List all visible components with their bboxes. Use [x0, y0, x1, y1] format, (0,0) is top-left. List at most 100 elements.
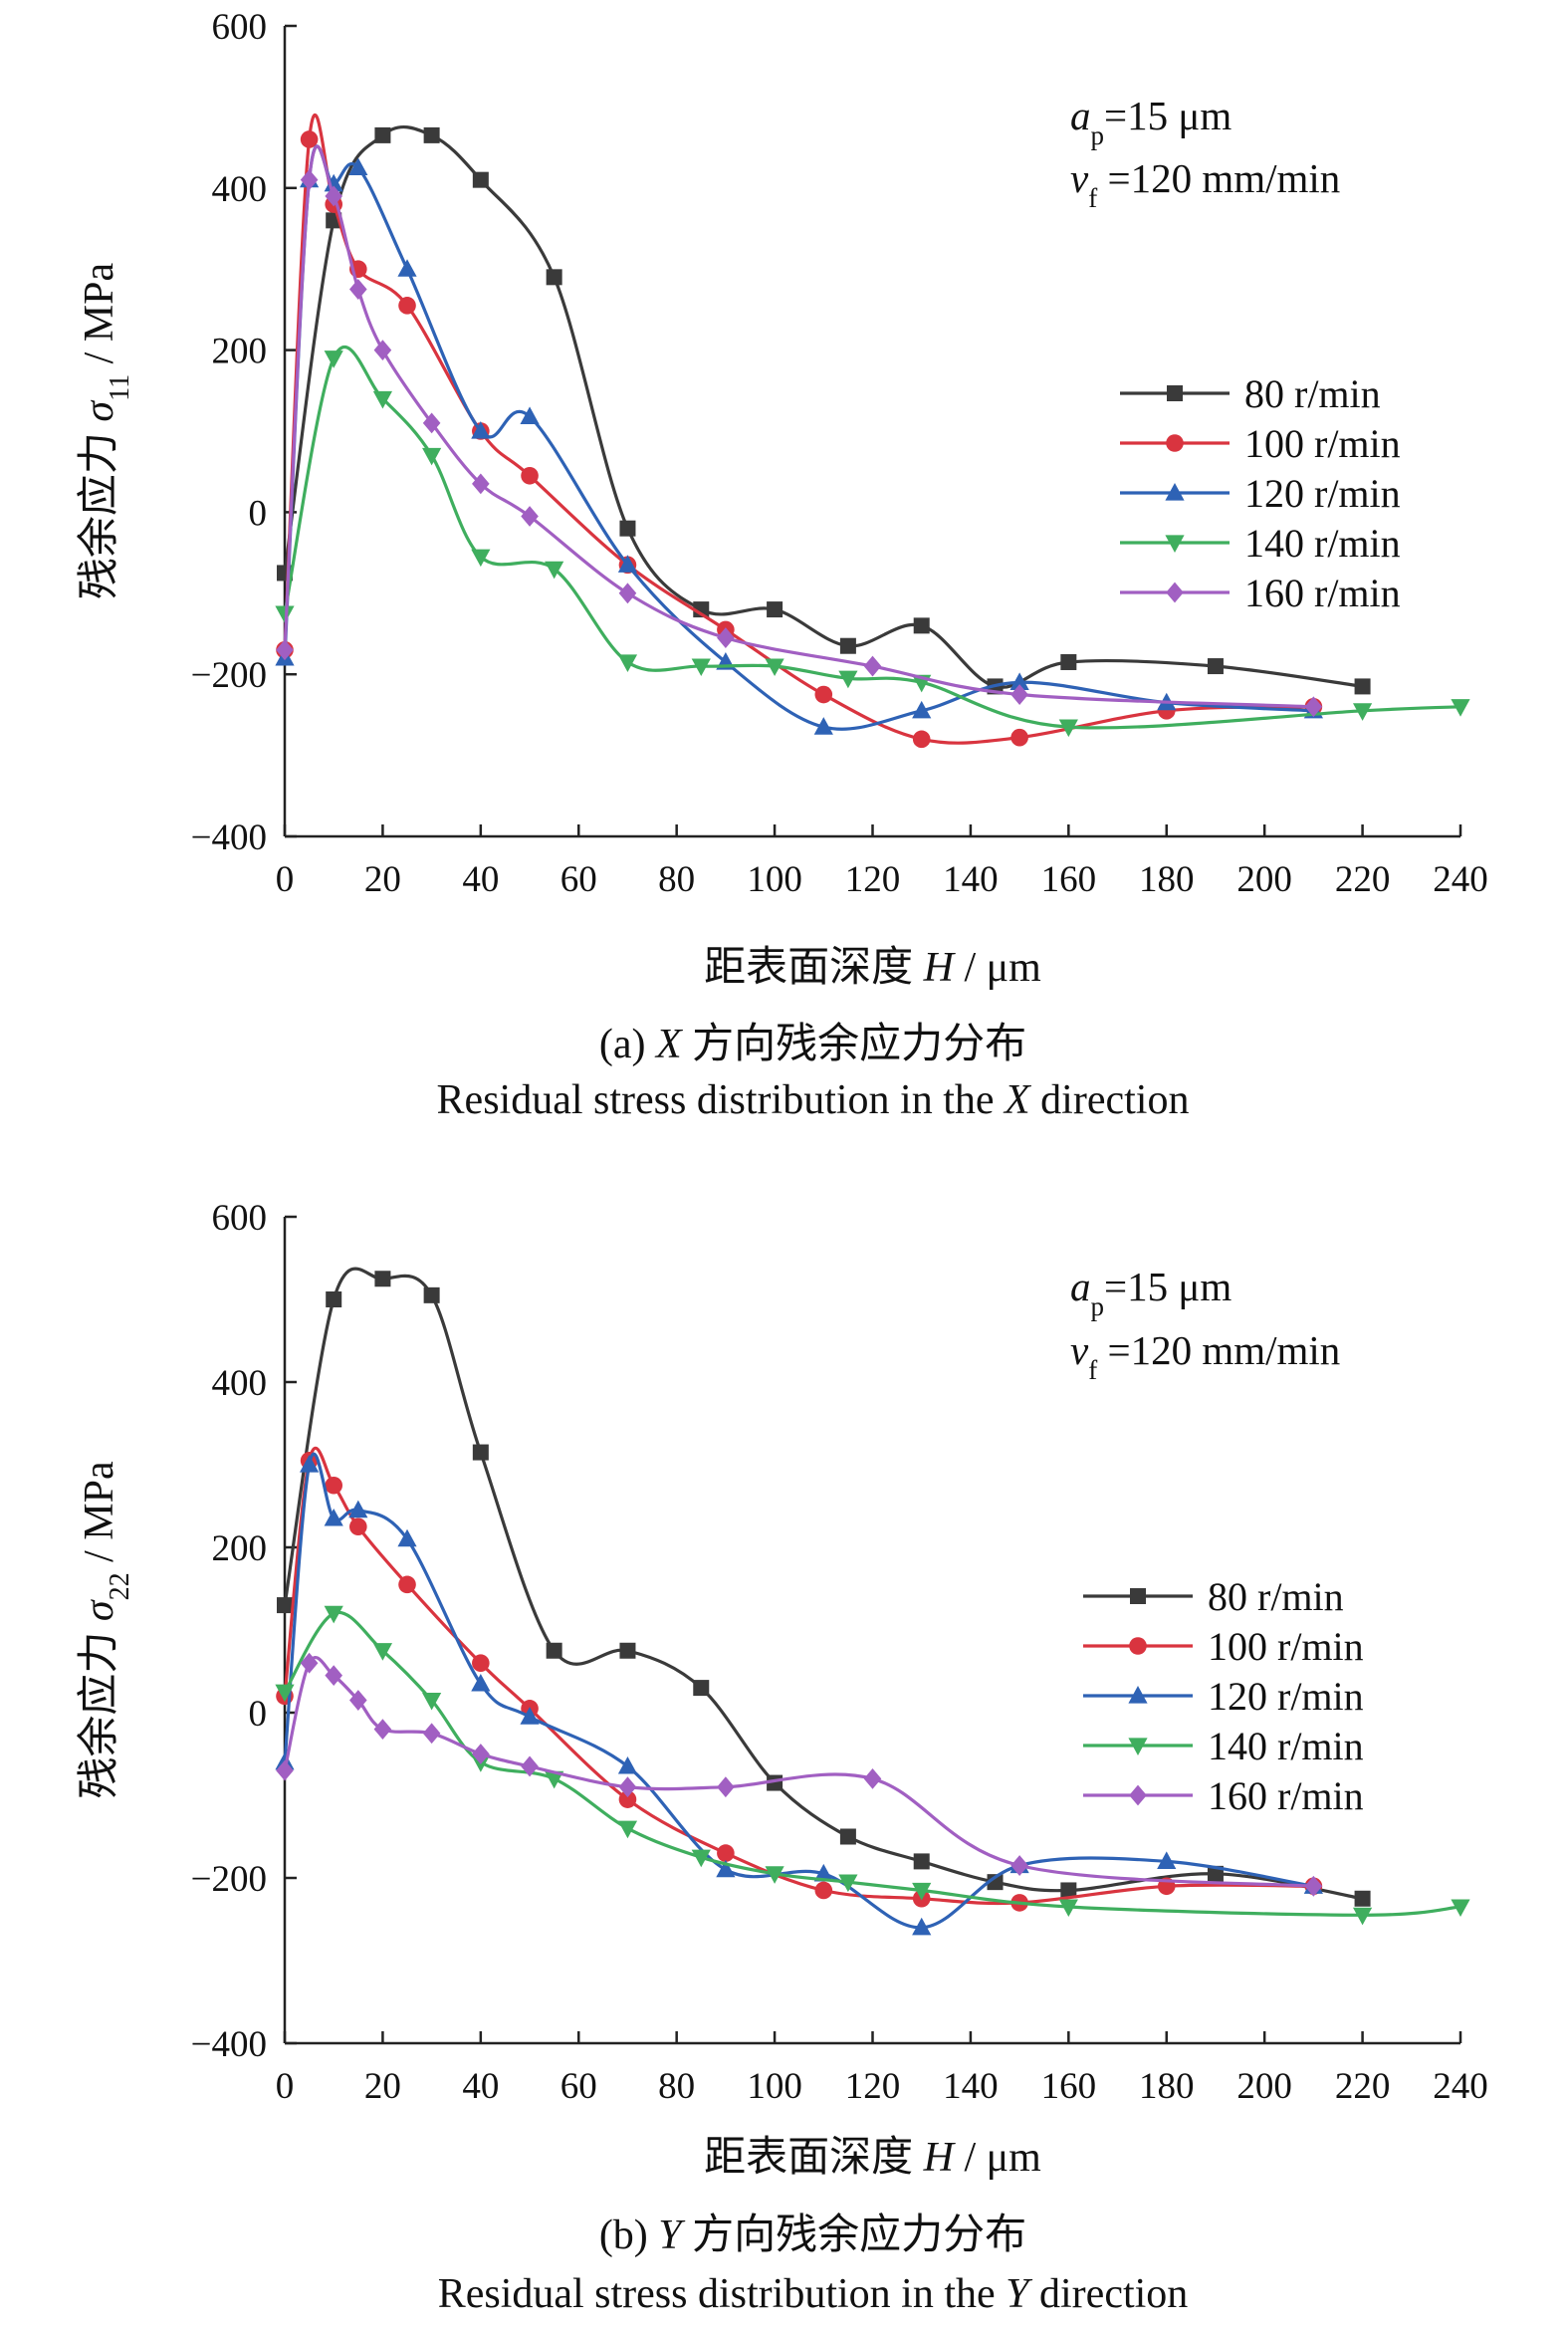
data-point: [767, 601, 784, 618]
x-tick-label: 120: [845, 2066, 901, 2107]
data-point: [325, 1665, 343, 1687]
data-point: [814, 1881, 833, 1900]
data-point: [472, 1444, 489, 1461]
data-point: [912, 1917, 932, 1936]
x-tick-label: 0: [276, 2066, 295, 2107]
data-point: [422, 447, 442, 466]
data-point: [619, 1642, 636, 1659]
y-tick-label: 200: [212, 1528, 268, 1569]
data-point: [839, 637, 856, 654]
y-tick-label: 400: [212, 169, 268, 210]
x-tick-label: 220: [1335, 2066, 1391, 2107]
data-point: [913, 617, 930, 634]
x-tick-label: 60: [560, 859, 597, 900]
x-axis-title: 距表面深度 H / μm: [704, 2135, 1041, 2181]
data-point: [300, 1652, 319, 1674]
data-point: [471, 549, 491, 568]
data-point: [617, 654, 638, 672]
data-point: [324, 1508, 343, 1526]
x-tick-label: 240: [1433, 2066, 1488, 2107]
data-point: [863, 655, 882, 677]
legend-marker: [1130, 1588, 1146, 1604]
data-point: [1010, 728, 1028, 747]
data-point: [1451, 1899, 1470, 1918]
x-tick-label: 200: [1236, 859, 1292, 900]
x-tick-label: 40: [462, 859, 499, 900]
data-point: [618, 583, 637, 604]
data-point: [691, 1849, 711, 1868]
series-line-1: [283, 1446, 1314, 1906]
data-point: [472, 171, 489, 188]
panel-b: −400 −200 0 200 400 600 0 20 40 60 80 100 120 140 160 1…: [76, 1198, 1488, 2317]
legend: 80 r/min 100 r/min 120 r/min 140 r/min 160 r…: [1083, 1574, 1364, 1818]
x-tick-label: 140: [943, 859, 999, 900]
y-tick-label: 600: [212, 1198, 268, 1239]
data-point: [1058, 1899, 1078, 1918]
data-point: [1060, 1882, 1077, 1899]
legend-marker: [1128, 1738, 1148, 1755]
axes: −400 −200 0 200 400 600 0 20 40 60 80 100 120 140 160 1…: [191, 7, 1488, 900]
y-tick-label: 400: [212, 1363, 268, 1404]
data-point: [1207, 658, 1224, 675]
data-point: [324, 1605, 343, 1624]
data-point: [839, 1828, 856, 1845]
legend-label: 80 r/min: [1244, 371, 1381, 416]
data-point: [765, 658, 784, 677]
x-tick-label: 180: [1139, 859, 1195, 900]
x-tick-label: 80: [658, 2066, 695, 2107]
data-point: [349, 1517, 367, 1536]
data-point: [326, 1291, 342, 1307]
data-point: [912, 1882, 932, 1901]
data-point: [300, 130, 319, 148]
x-axis-title: 距表面深度 H / μm: [704, 945, 1041, 991]
data-point: [398, 297, 416, 315]
data-point: [617, 1755, 638, 1774]
data-point: [546, 269, 562, 286]
y-tick-label: 200: [212, 332, 268, 372]
data-point: [838, 670, 858, 689]
y-tick-label: −400: [191, 817, 267, 858]
data-point: [1352, 703, 1373, 721]
series-line-0: [283, 125, 1363, 689]
data-point: [1009, 672, 1029, 690]
data-point: [1010, 684, 1028, 705]
data-point: [1304, 1875, 1323, 1897]
data-point: [374, 1271, 391, 1287]
data-point: [717, 627, 735, 648]
data-point: [717, 1776, 735, 1798]
data-point: [617, 555, 638, 573]
data-point: [521, 506, 539, 527]
data-point: [1354, 678, 1371, 695]
data-point: [717, 1844, 735, 1862]
legend-marker: [1167, 385, 1183, 401]
legend-label: 140 r/min: [1244, 521, 1401, 566]
data-point: [277, 1597, 293, 1614]
data-point: [520, 406, 540, 424]
caption-zh: (a) X 方向残余应力分布: [599, 1021, 1026, 1067]
y-axis-title: 残余应力 σ11 / MPa: [76, 263, 135, 600]
data-point: [348, 157, 368, 176]
data-point: [521, 1755, 539, 1777]
data-point: [471, 1673, 491, 1692]
x-tick-label: 0: [276, 859, 295, 900]
legend-marker: [1129, 1637, 1147, 1655]
data-point: [813, 1863, 833, 1882]
caption-en: Residual stress distribution in the Y di…: [438, 2271, 1189, 2317]
data-point: [545, 561, 564, 580]
x-tick-label: 20: [364, 859, 401, 900]
data-point: [691, 658, 711, 677]
data-point: [422, 1723, 441, 1745]
legend: 80 r/min 100 r/min 120 r/min 140 r/min 160 r…: [1120, 371, 1401, 615]
param-vf: vf =120 mm/min: [1070, 155, 1340, 213]
legend-marker: [1128, 1686, 1148, 1704]
data-point: [300, 1455, 320, 1473]
axes: −400 −200 0 200 400 600 0 20 40 60 80 100 120 140 160 1…: [191, 1198, 1488, 2107]
data-point: [1451, 699, 1470, 717]
data-point: [693, 1680, 710, 1697]
data-point: [520, 1707, 540, 1725]
data-point: [1304, 696, 1323, 718]
data-point: [325, 1476, 343, 1495]
data-point: [863, 1768, 882, 1789]
